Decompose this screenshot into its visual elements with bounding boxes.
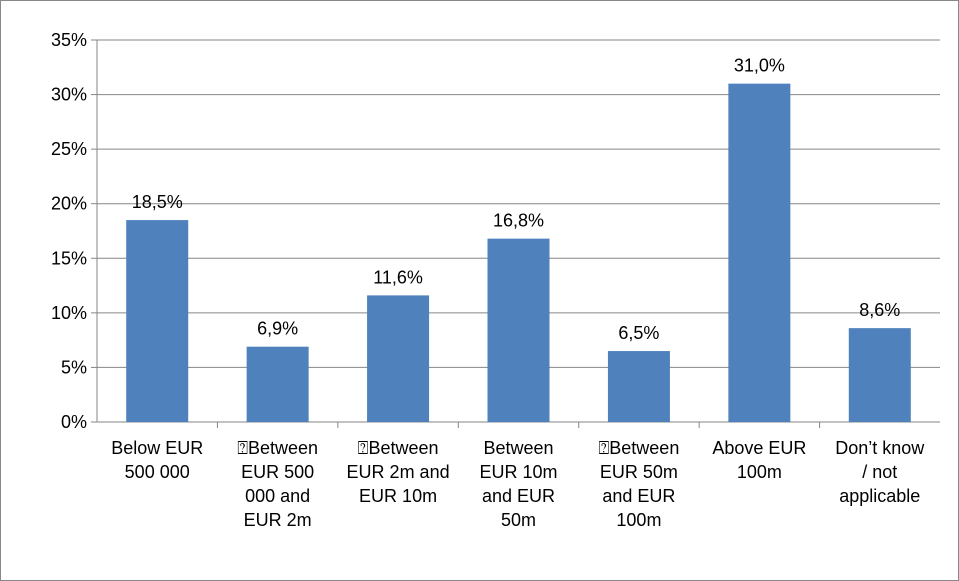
y-tick-label: 10%: [51, 303, 87, 323]
y-tick-label: 25%: [51, 139, 87, 159]
x-tick-label: Above EUR 100m: [712, 438, 806, 482]
y-tick-label: 15%: [51, 248, 87, 268]
y-tick-label: 5%: [61, 357, 87, 377]
bar: [367, 295, 430, 422]
x-tick-label: ⍰Between EUR 2m and EUR 10m: [347, 438, 450, 506]
value-label: 11,6%: [373, 267, 423, 287]
x-tick-label: ⍰Between EUR 500 000 and EUR 2m: [237, 438, 318, 530]
bar: [607, 351, 670, 422]
y-tick-label: 0%: [61, 412, 87, 432]
value-label: 6,9%: [257, 319, 298, 339]
value-label: 18,5%: [132, 192, 183, 212]
bar: [848, 328, 911, 422]
bar: [246, 346, 309, 422]
y-tick-label: 35%: [51, 30, 87, 50]
value-label: 8,6%: [859, 300, 900, 320]
value-label: 6,5%: [618, 323, 659, 343]
y-tick-label: 30%: [51, 85, 87, 105]
bar: [487, 238, 550, 422]
value-label: 31,0%: [734, 56, 785, 76]
value-label: 16,8%: [493, 211, 544, 231]
x-tick-label: Below EUR 500 000: [111, 438, 203, 482]
x-tick-label: ⍰Between EUR 50m and EUR 100m: [598, 438, 679, 530]
bar: [126, 220, 189, 422]
x-tick-label: Between EUR 10m and EUR 50m: [479, 438, 557, 530]
x-tick-label: Don’t know / not applicable: [835, 438, 925, 506]
y-tick-label: 20%: [51, 194, 87, 214]
bar: [728, 83, 791, 423]
